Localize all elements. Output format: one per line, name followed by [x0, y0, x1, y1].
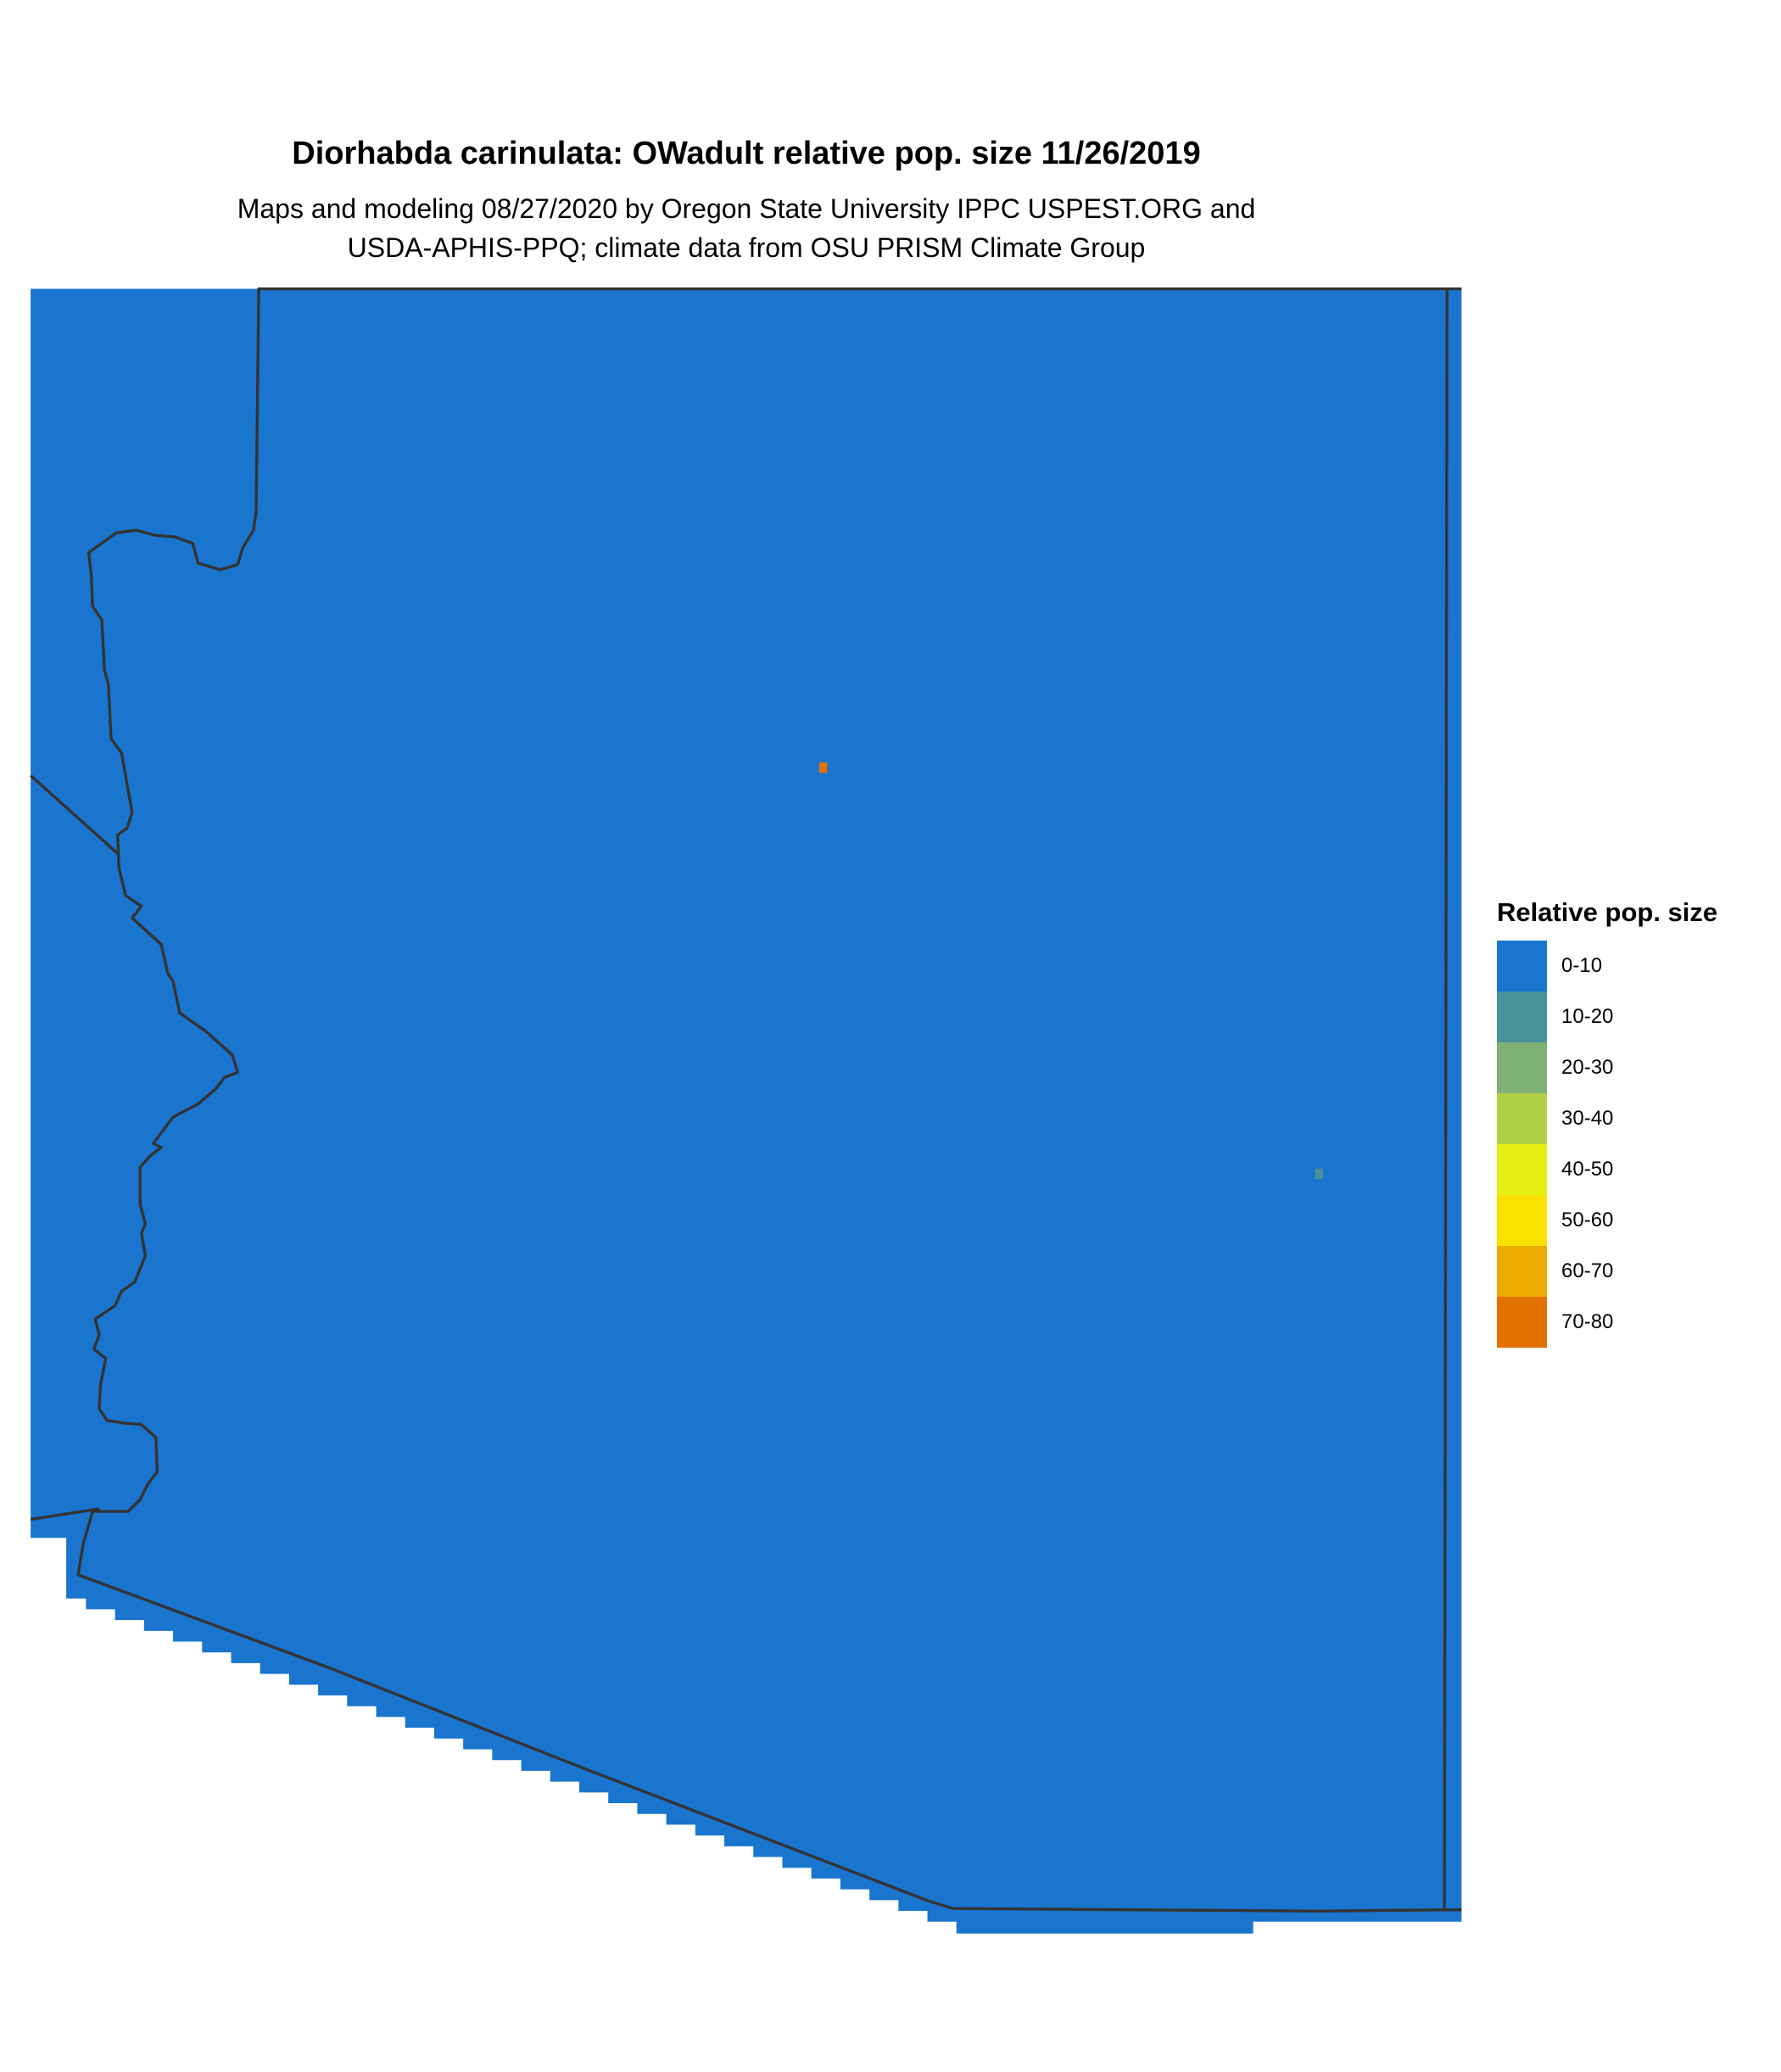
legend-swatch [1497, 941, 1547, 991]
legend-swatch [1497, 1195, 1547, 1246]
california-mexico-boundary [30, 1507, 100, 1522]
map-subtitle-line-1: Maps and modeling 08/27/2020 by Oregon S… [237, 193, 1256, 224]
legend-swatch [1497, 1042, 1547, 1093]
legend-item: 60-70 [1497, 1246, 1613, 1297]
legend-item: 40-50 [1497, 1144, 1613, 1195]
legend-swatch [1497, 1297, 1547, 1348]
legend-item: 0-10 [1497, 941, 1613, 991]
legend-swatch [1497, 991, 1547, 1042]
map-subtitle-line-2: USDA-APHIS-PPQ; climate data from OSU PR… [347, 232, 1146, 263]
legend-label: 60-70 [1561, 1259, 1614, 1282]
hotspot-10-20 [1315, 1168, 1324, 1180]
legend: 0-10 10-20 20-30 30-40 40-50 50-60 60-70 70-80 [1497, 941, 1613, 1348]
legend-label: 50-60 [1561, 1209, 1614, 1231]
legend-label: 20-30 [1561, 1056, 1614, 1079]
new-mexico-edge [1444, 287, 1462, 1912]
california-nevada-boundary [29, 774, 120, 856]
raster-area-0-10 [31, 288, 1462, 1934]
legend-swatch [1497, 1093, 1547, 1144]
legend-title: Relative pop. size [1497, 897, 1718, 927]
arizona-state-boundary [76, 287, 1449, 1913]
legend-item: 70-80 [1497, 1297, 1613, 1348]
legend-label: 30-40 [1561, 1107, 1614, 1130]
legend-item: 30-40 [1497, 1093, 1613, 1144]
map-title: Diorhabda carinulata: OWadult relative p… [292, 136, 1201, 171]
legend-label: 40-50 [1561, 1158, 1614, 1181]
legend-label: 70-80 [1561, 1310, 1614, 1333]
legend-item: 50-60 [1497, 1195, 1613, 1246]
legend-swatch [1497, 1246, 1547, 1297]
legend-item: 20-30 [1497, 1042, 1613, 1093]
legend-swatch [1497, 1144, 1547, 1195]
legend-item: 10-20 [1497, 991, 1613, 1042]
legend-label: 10-20 [1561, 1005, 1614, 1028]
legend-label: 0-10 [1561, 954, 1603, 977]
hotspot-70-80 [819, 762, 828, 774]
